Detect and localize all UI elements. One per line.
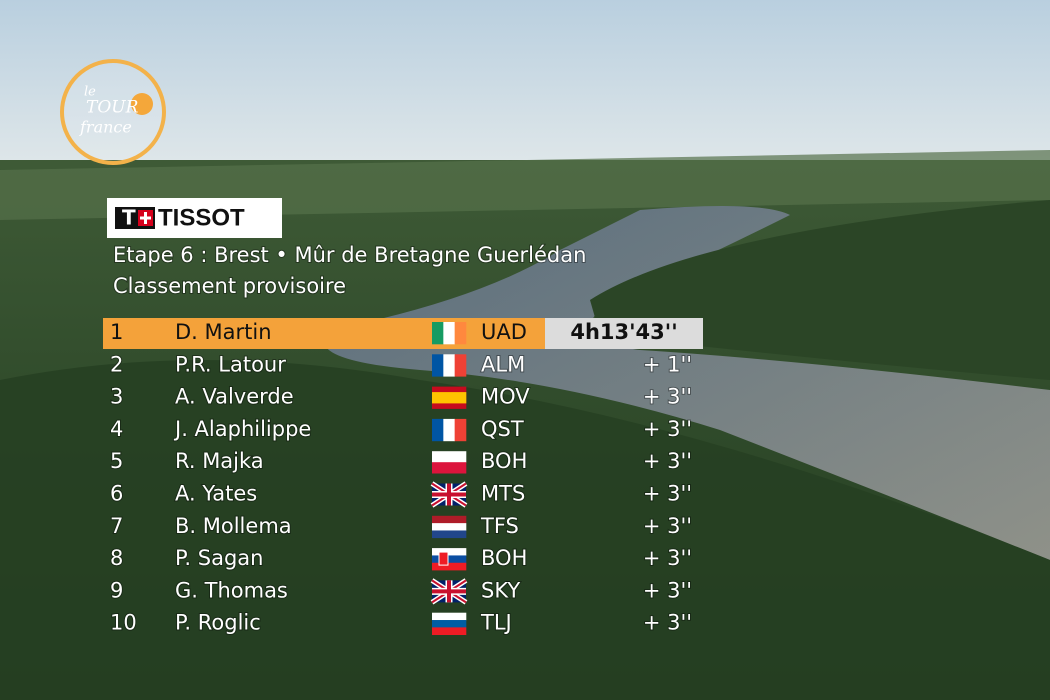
flag-part xyxy=(432,612,467,621)
race-logo: le TOUR france xyxy=(60,59,166,165)
rider-name: P. Roglic xyxy=(175,611,261,635)
time-gap: 4h13'43'' xyxy=(570,320,677,344)
time-gap: + 3'' xyxy=(643,546,692,570)
flag xyxy=(432,354,467,377)
flag-part xyxy=(454,322,467,345)
rider-name: D. Martin xyxy=(175,320,272,344)
team-code: BOH xyxy=(481,546,527,570)
flag-part xyxy=(432,392,467,404)
team-code: MTS xyxy=(481,482,525,506)
team-code: TFS xyxy=(480,514,519,538)
stage-title: Etape 6 : Brest • Mûr de Bretagne Guerlé… xyxy=(113,243,586,267)
flag xyxy=(432,515,467,539)
team-code: MOV xyxy=(481,385,530,409)
flag-part xyxy=(432,620,467,628)
sponsor-name: TISSOT xyxy=(158,204,245,231)
flag xyxy=(432,548,467,571)
sponsor-badge: T TISSOT xyxy=(107,198,282,238)
logo-text: TOUR xyxy=(86,98,139,118)
flag xyxy=(432,612,467,635)
rider-name: P. Sagan xyxy=(175,546,263,570)
team-code: BOH xyxy=(481,449,527,473)
logo-text: le xyxy=(84,85,96,100)
rider-name: R. Majka xyxy=(175,449,264,473)
flag xyxy=(430,578,468,605)
time-gap: + 3'' xyxy=(643,578,692,602)
flag-part xyxy=(432,515,467,524)
rank: 3 xyxy=(110,385,123,409)
rider-name: P.R. Latour xyxy=(175,352,286,376)
rider-name: B. Mollema xyxy=(175,514,292,538)
ranking-subtitle: Classement provisoire xyxy=(113,274,346,298)
flag-part xyxy=(432,555,467,564)
flag-part xyxy=(432,580,466,603)
team-code: TLJ xyxy=(480,611,512,635)
leader-time-box xyxy=(545,318,703,349)
team-code: SKY xyxy=(481,578,520,602)
flag-part xyxy=(443,418,455,442)
rider-name: A. Yates xyxy=(175,482,257,506)
ranking-table: 1 D. Martin UAD 4h13'43'' 2 P.R. Latour ALM + 1… xyxy=(103,318,703,636)
flag-part xyxy=(432,418,444,442)
flag-part xyxy=(432,548,467,556)
rider-name: A. Valverde xyxy=(175,385,294,409)
flag-part xyxy=(432,354,444,377)
flag-part xyxy=(443,322,455,345)
rank: 2 xyxy=(110,352,123,376)
flag-part xyxy=(432,530,467,539)
team-code: QST xyxy=(481,417,524,441)
time-gap: + 3'' xyxy=(643,449,692,473)
team-code: UAD xyxy=(481,320,527,344)
flag-part xyxy=(432,523,467,531)
flag-part xyxy=(454,418,467,442)
flag xyxy=(432,418,467,442)
rank: 10 xyxy=(110,611,137,635)
leader-band xyxy=(103,318,545,349)
team-code: ALM xyxy=(481,352,525,376)
rank: 5 xyxy=(110,449,123,473)
time-gap: + 3'' xyxy=(643,611,692,635)
rank: 4 xyxy=(110,417,123,441)
flag-part xyxy=(443,354,455,377)
flag-part xyxy=(438,551,449,566)
rider-name: G. Thomas xyxy=(175,578,288,602)
flag-part xyxy=(432,462,467,474)
time-gap: + 3'' xyxy=(643,417,692,441)
flag xyxy=(432,322,467,345)
rank: 9 xyxy=(110,578,123,602)
flag-part xyxy=(432,562,467,571)
rank: 1 xyxy=(110,320,123,344)
rank: 6 xyxy=(110,482,123,506)
time-gap: + 3'' xyxy=(643,385,692,409)
flag xyxy=(432,386,467,409)
flag-part xyxy=(432,451,467,463)
rider-name: J. Alaphilippe xyxy=(173,417,311,441)
logo-text: france xyxy=(79,118,132,137)
time-gap: + 1'' xyxy=(643,352,692,376)
time-gap: + 3'' xyxy=(643,482,692,506)
flag xyxy=(432,451,467,474)
flag-part xyxy=(432,627,467,635)
flag xyxy=(430,481,468,508)
svg-text:T: T xyxy=(122,206,136,230)
time-gap: + 3'' xyxy=(643,514,692,538)
rank: 8 xyxy=(110,546,123,570)
flag-part xyxy=(454,354,467,377)
rank: 7 xyxy=(110,514,123,538)
flag-part xyxy=(432,322,444,345)
flag-part xyxy=(432,483,466,506)
